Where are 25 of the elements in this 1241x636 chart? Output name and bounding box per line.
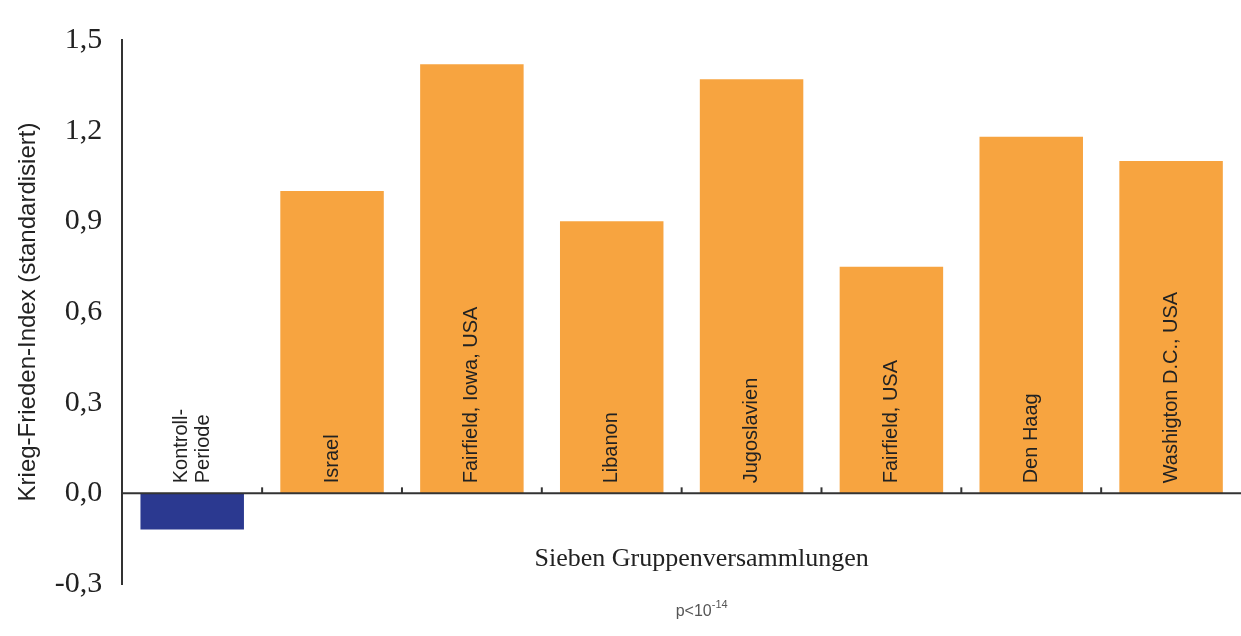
y-tick-label: 1,2 xyxy=(64,111,103,145)
y-tick-label: 1,5 xyxy=(64,20,103,54)
y-tick-label: -0,3 xyxy=(54,564,103,598)
x-tick-label: Israel xyxy=(319,434,342,484)
bar xyxy=(280,191,384,494)
y-tick-label: 0,3 xyxy=(64,383,103,417)
bar xyxy=(839,266,944,494)
x-tick-label: Jugoslavien xyxy=(739,377,762,484)
x-axis-title: Sieben Gruppenversammlungen xyxy=(534,543,869,573)
y-tick-label: 0,9 xyxy=(64,202,103,236)
x-tick-label: Fairfield, Iowa, USA xyxy=(459,305,482,484)
bar xyxy=(699,79,804,494)
x-tick-label: Fairfield, USA xyxy=(878,359,901,484)
x-tick-label: Libanon xyxy=(599,412,622,484)
bar xyxy=(140,493,244,530)
x-tick-label: Washigton D.C., USA xyxy=(1158,291,1181,484)
x-tick-label: Den Haag xyxy=(1018,393,1041,484)
y-tick-label: 0,0 xyxy=(64,474,103,508)
bar xyxy=(559,221,664,494)
bar xyxy=(979,136,1083,494)
y-axis-title: Krieg-Frieden-Index (standardisiert) xyxy=(13,122,41,502)
y-tick-label: 0,6 xyxy=(64,292,103,326)
x-tick-label: Kontroll- Periode xyxy=(168,408,213,484)
bar xyxy=(420,64,524,494)
bar xyxy=(1119,160,1223,494)
